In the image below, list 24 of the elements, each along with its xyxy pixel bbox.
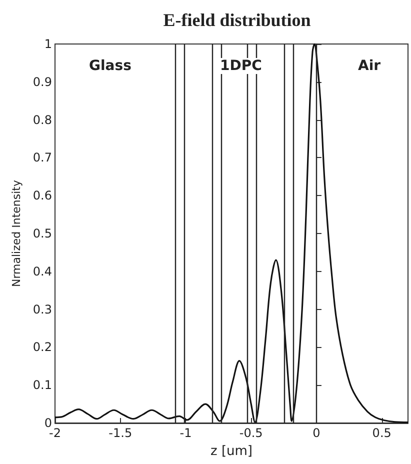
y-tick-label: 0.4 bbox=[32, 264, 52, 278]
y-axis-title: Nrmalized Intensity bbox=[10, 180, 24, 288]
chart-title: E-field distribution bbox=[163, 10, 311, 30]
y-tick-label: 0 bbox=[44, 416, 52, 430]
y-tick-label: 0.9 bbox=[32, 74, 52, 89]
annotation: Air bbox=[358, 58, 381, 74]
y-tick-label: 0.3 bbox=[32, 302, 52, 316]
x-tick-label: -1.5 bbox=[108, 426, 132, 440]
x-tick-label: -1 bbox=[180, 426, 192, 440]
y-tick-label: 0.5 bbox=[32, 226, 52, 240]
y-tick-label: 1 bbox=[44, 37, 52, 51]
y-tick-label: 0.7 bbox=[32, 150, 52, 165]
y-tick-label: 0.8 bbox=[32, 112, 52, 127]
y-tick-label: 0.2 bbox=[32, 340, 52, 354]
x-tick-label: 0 bbox=[312, 426, 320, 440]
x-tick-label: 0.5 bbox=[372, 426, 392, 440]
y-tick-label: 0.6 bbox=[32, 188, 52, 203]
line-series bbox=[54, 43, 409, 424]
x-tick-label: -2 bbox=[49, 426, 61, 440]
annotation: Glass bbox=[89, 58, 132, 74]
x-axis-title: z [um] bbox=[210, 444, 253, 459]
y-tick-label: 0.1 bbox=[32, 378, 52, 392]
annotation: 1DPC bbox=[220, 58, 262, 74]
x-tick-label: -0.5 bbox=[239, 426, 263, 440]
